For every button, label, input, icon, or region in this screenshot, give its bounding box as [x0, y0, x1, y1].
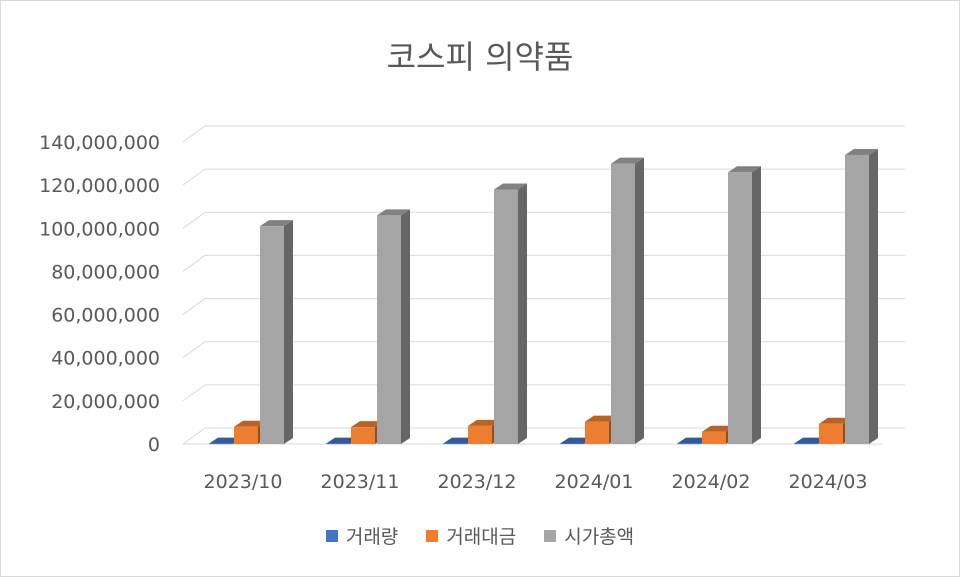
bar-3-4 [611, 157, 644, 445]
chart-title: 코스피 의약품 [386, 38, 574, 76]
legend-label: 시가총액 [564, 526, 635, 548]
x-tick-label: 2023/11 [321, 471, 400, 493]
gridline-depth [182, 125, 206, 143]
gridline-depth [182, 427, 206, 445]
legend: 거래량 거래대금 시가총액 [0, 522, 960, 549]
bar-3-2 [377, 209, 410, 444]
bar-3-3 [494, 183, 527, 444]
y-tick-label: 20,000,000 [51, 391, 160, 413]
x-tick-label: 2024/03 [789, 471, 868, 493]
y-tick-label: 80,000,000 [51, 261, 160, 283]
gridline-depth [182, 341, 206, 359]
x-tick-label: 2024/01 [555, 471, 634, 493]
y-tick-label: 60,000,000 [51, 305, 160, 327]
legend-swatch [325, 529, 338, 542]
legend-item-1: 거래량 [325, 522, 399, 549]
legend-swatch [544, 529, 557, 542]
legend-label: 거래량 [345, 526, 399, 548]
legend-item-3: 시가총액 [544, 522, 634, 549]
x-tick-label: 2024/02 [672, 471, 751, 493]
x-tick-label: 2023/10 [204, 471, 283, 493]
x-tick-label: 2023/12 [438, 471, 517, 493]
y-tick-label: 120,000,000 [39, 175, 160, 197]
gridline-depth [182, 298, 206, 315]
bar-3-1 [260, 220, 293, 444]
y-tick-label: 0 [148, 434, 160, 456]
legend-item-2: 거래대금 [426, 522, 516, 549]
gridline-depth [182, 168, 206, 186]
gridline-depth [182, 211, 206, 229]
y-tick-label: 140,000,000 [39, 132, 160, 154]
bar-3-6 [845, 148, 878, 444]
legend-swatch [426, 529, 439, 542]
gridline-depth [182, 384, 206, 402]
legend-label: 거래대금 [446, 526, 517, 548]
gridline-depth [182, 255, 206, 272]
y-tick-label: 40,000,000 [51, 348, 160, 370]
y-tick-label: 100,000,000 [39, 218, 160, 240]
bar-3-5 [728, 166, 761, 444]
